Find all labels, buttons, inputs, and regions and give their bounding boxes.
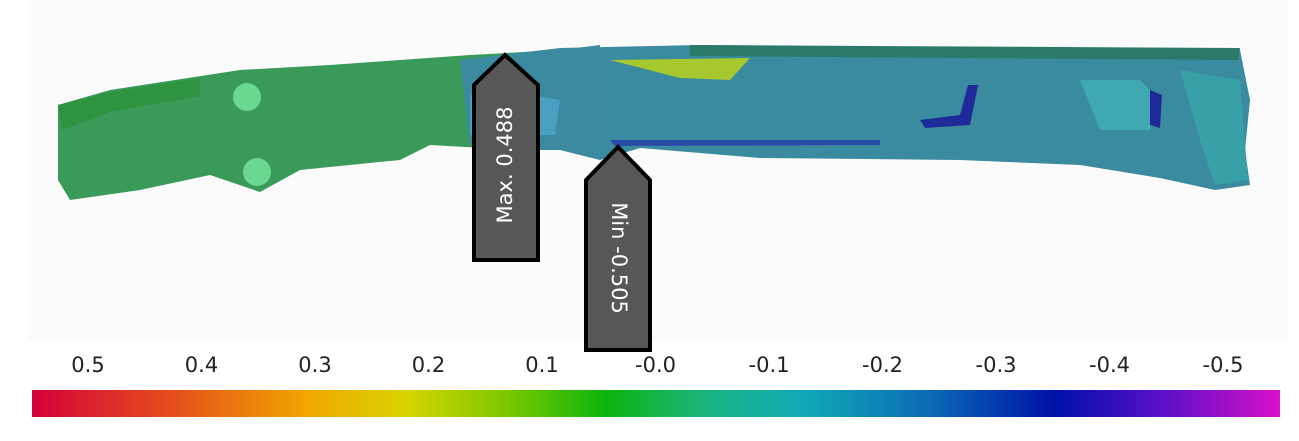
colorbar-label: 0.1 xyxy=(525,353,558,377)
callout-label: Max. 0.488 xyxy=(493,107,517,224)
colorbar-label: -0.1 xyxy=(749,353,790,377)
callout-label: Min -0.505 xyxy=(607,202,631,314)
callout-max: Max. 0.488 xyxy=(472,52,540,262)
colorbar xyxy=(32,390,1280,417)
colorbar-label: 0.3 xyxy=(298,353,331,377)
colorbar-label: -0.2 xyxy=(862,353,903,377)
colorbar-label: -0.5 xyxy=(1203,353,1244,377)
colorbar-label: 0.5 xyxy=(71,353,104,377)
colorbar-ticks: 0.5 0.4 0.3 0.2 0.1 -0.0 -0.1 -0.2 -0.3 -0.4 -0.5 xyxy=(71,353,1243,377)
colorbar-label: -0.0 xyxy=(635,353,676,377)
colorbar-label: -0.3 xyxy=(976,353,1017,377)
colorbar-label: 0.4 xyxy=(185,353,218,377)
colorbar-label: 0.2 xyxy=(412,353,445,377)
colorbar-label: -0.4 xyxy=(1089,353,1130,377)
callout-min: Min -0.505 xyxy=(584,144,652,352)
